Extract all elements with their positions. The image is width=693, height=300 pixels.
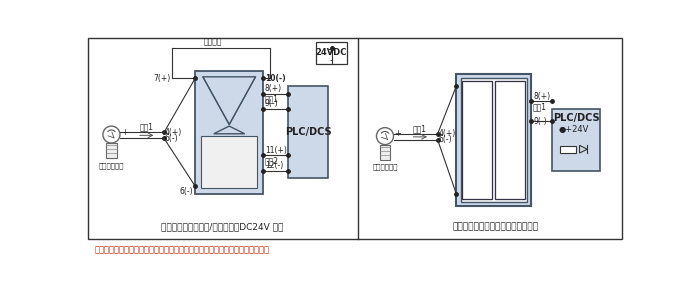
Bar — [202, 136, 257, 188]
Text: 7(+): 7(+) — [153, 74, 170, 83]
Text: +: + — [394, 129, 401, 138]
Text: 9(-): 9(-) — [533, 117, 547, 126]
Bar — [195, 70, 263, 194]
Bar — [456, 74, 532, 206]
Text: 输出1: 输出1 — [533, 102, 547, 111]
Text: 二线制变送器: 二线制变送器 — [98, 162, 124, 169]
Text: 输入1: 输入1 — [413, 124, 427, 133]
Bar — [380, 145, 390, 160]
Text: 6(-): 6(-) — [180, 187, 193, 196]
Text: -: - — [330, 55, 333, 65]
Text: 8(+): 8(+) — [265, 84, 282, 93]
Bar — [495, 81, 525, 199]
Text: 工作电源: 工作电源 — [204, 37, 222, 46]
Text: 注：本手册给出的为典型接线图，实际接线图以所购仪表随机标签接线图为准。: 注：本手册给出的为典型接线图，实际接线图以所购仪表随机标签接线图为准。 — [94, 245, 270, 254]
Text: 8(+): 8(+) — [533, 92, 550, 101]
Text: 9(-): 9(-) — [265, 99, 279, 108]
Text: ●+24V: ●+24V — [559, 125, 589, 134]
Bar — [106, 143, 117, 158]
Bar — [288, 86, 328, 178]
Text: 二线制变送器: 二线制变送器 — [372, 164, 398, 170]
Text: 单路输入，单路输出，输出回路供电: 单路输入，单路输出，输出回路供电 — [453, 222, 539, 231]
Bar — [552, 109, 600, 171]
Text: 10(-): 10(-) — [265, 74, 286, 83]
Text: 4(+): 4(+) — [165, 128, 182, 137]
Bar — [560, 146, 576, 153]
Text: 6(-): 6(-) — [165, 134, 179, 143]
Text: 11(+): 11(+) — [265, 146, 287, 154]
Text: PLC/DCS: PLC/DCS — [553, 113, 599, 123]
Text: +: + — [328, 45, 335, 55]
Text: 12(-): 12(-) — [265, 161, 283, 170]
Text: 4(+): 4(+) — [439, 129, 456, 138]
Bar — [316, 42, 347, 64]
Text: 单路输入，两路电流/电压输出，DC24V 供电: 单路输入，两路电流/电压输出，DC24V 供电 — [161, 222, 283, 231]
Bar — [461, 78, 527, 202]
Text: 24VDC: 24VDC — [316, 48, 347, 57]
Text: PLC/DCS: PLC/DCS — [285, 127, 331, 137]
Text: 输入1: 输入1 — [139, 122, 153, 131]
Text: 6(-): 6(-) — [439, 135, 452, 144]
Text: -: - — [394, 135, 398, 145]
Text: 输出2: 输出2 — [265, 156, 279, 165]
Bar — [462, 81, 491, 199]
Bar — [88, 38, 622, 239]
Text: +: + — [121, 128, 128, 137]
Text: -: - — [121, 134, 124, 143]
Text: 输出1: 输出1 — [265, 94, 279, 103]
